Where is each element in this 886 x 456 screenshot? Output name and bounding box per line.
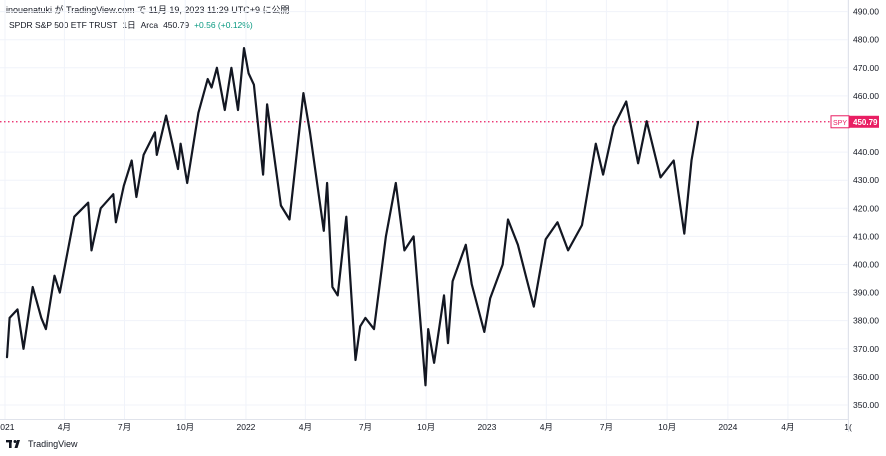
y-tick-label: 380.00	[853, 316, 879, 326]
y-tick-label: 410.00	[853, 231, 879, 241]
x-tick-label: 10月	[417, 422, 435, 432]
last-price-tag: SPY 450.79	[830, 115, 879, 129]
y-tick-label: 350.00	[853, 400, 879, 410]
x-tick-label: 7月	[118, 422, 131, 432]
price-tag-value: 450.79	[853, 118, 878, 127]
x-tick-label: 10月	[658, 422, 676, 432]
ticker-tag-label: SPY	[833, 120, 847, 127]
symbol-name[interactable]: SPDR S&P 500 ETF TRUST	[9, 20, 118, 30]
time-axis[interactable]: 20214月7月10月20224月7月10月20234月7月10月20244月1…	[0, 422, 852, 432]
x-tick-label: 4月	[299, 422, 312, 432]
x-tick-label: 7月	[359, 422, 372, 432]
footer-brand[interactable]: TradingView	[6, 439, 78, 449]
price-series-line[interactable]	[5, 47, 700, 387]
x-tick-label: 4月	[540, 422, 553, 432]
symbol-legend: SPDR S&P 500 ETF TRUST 1日 Arca 450.79 +0.56 …	[9, 19, 258, 31]
x-tick-label: 4月	[58, 422, 71, 432]
y-tick-label: 460.00	[853, 91, 879, 101]
x-tick-label: 4月	[781, 422, 794, 432]
x-tick-label: 7月	[600, 422, 613, 432]
legend-exchange: Arca	[140, 20, 159, 30]
legend-change: +0.56 (+0.12%)	[194, 20, 253, 30]
y-tick-label: 440.00	[853, 147, 879, 157]
y-tick-label: 430.00	[853, 175, 879, 185]
grid-lines	[0, 0, 849, 419]
price-axis[interactable]: 350.00 360.00 370.00 380.00 390.00 400.00 410.…	[853, 7, 879, 410]
y-tick-label: 400.00	[853, 259, 879, 269]
y-tick-label: 370.00	[853, 344, 879, 354]
x-tick-label: 2021	[0, 422, 15, 432]
footer-brand-label: TradingView	[28, 439, 78, 449]
x-tick-label: 2022	[236, 422, 255, 432]
tradingview-logo-icon	[6, 440, 20, 448]
x-tick-label: 2023	[477, 422, 496, 432]
y-tick-label: 420.00	[853, 203, 879, 213]
publisher-caption: inouenatuki が TradingView.com で 11月 19, …	[6, 5, 290, 15]
y-tick-label: 360.00	[853, 372, 879, 382]
y-tick-label: 490.00	[853, 7, 879, 17]
x-tick-label: 2024	[718, 422, 737, 432]
price-tag-box	[849, 115, 879, 128]
y-tick-label: 390.00	[853, 288, 879, 298]
legend-last-price: 450.79	[163, 20, 190, 30]
y-tick-label: 470.00	[853, 63, 879, 73]
x-tick-label: 10月	[176, 422, 194, 432]
legend-interval[interactable]: 1日	[122, 20, 136, 30]
y-tick-label: 480.00	[853, 35, 879, 45]
